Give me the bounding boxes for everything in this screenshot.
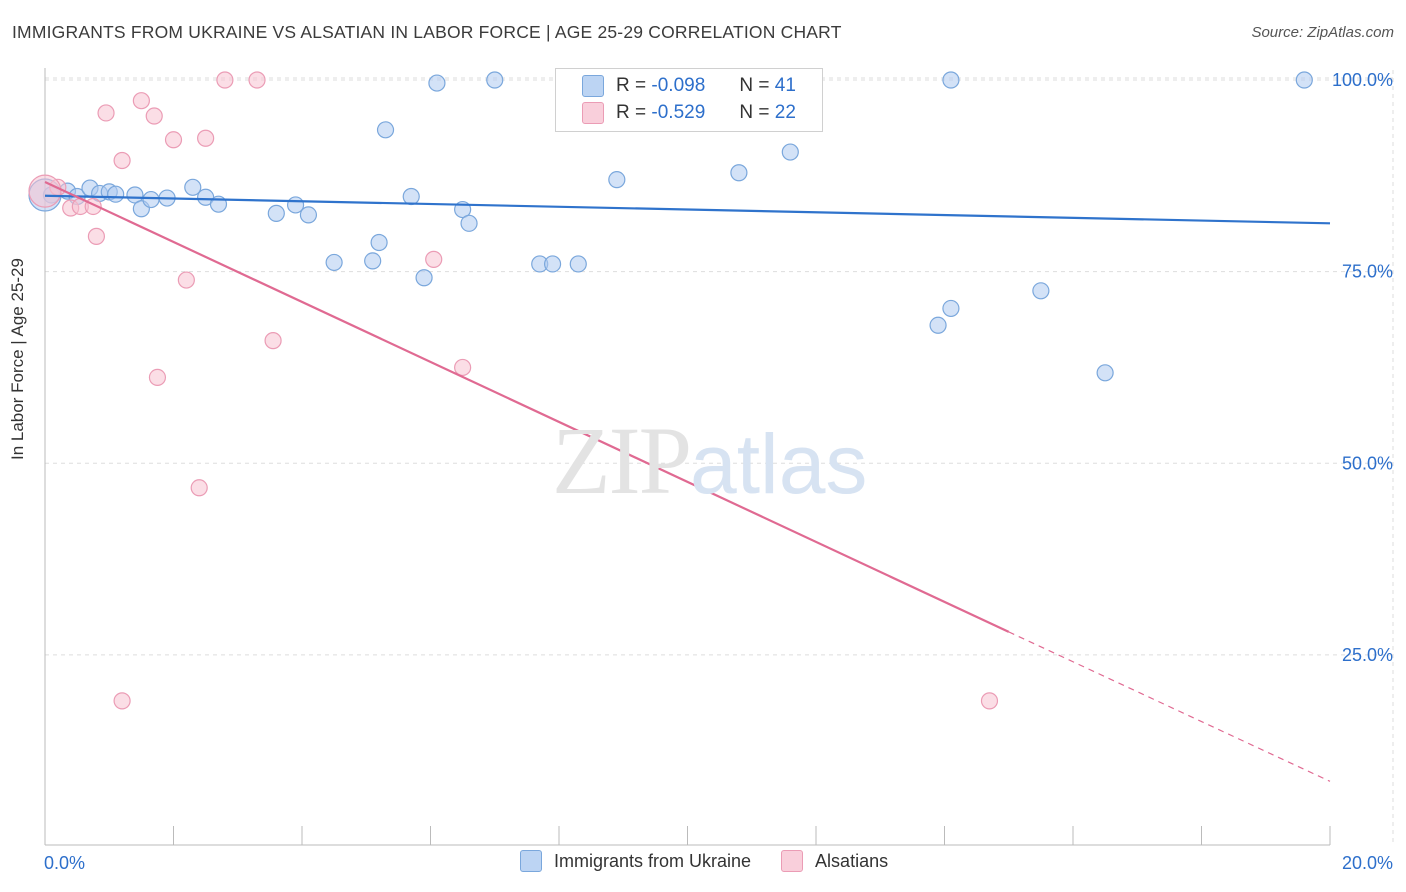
ukraine-point [608, 171, 626, 189]
ukraine-point [1032, 282, 1050, 300]
alsatian-point [454, 358, 472, 377]
ukraine-point [370, 233, 388, 252]
stats-row-ukraine: R = -0.098 N = 41 [582, 73, 796, 99]
legend-swatch-alsatians [781, 850, 804, 872]
ukraine-trend-line [44, 194, 1331, 225]
stats-legend: R = -0.098 N = 41 R = -0.529 N = 22 [555, 68, 823, 132]
alsatian-swatch [582, 102, 604, 124]
legend-item-ukraine[interactable]: Immigrants from Ukraine [520, 850, 751, 872]
ukraine-point [402, 187, 420, 206]
r-label: R = [616, 75, 647, 96]
alsatian-point [197, 129, 215, 147]
ukraine-swatch [582, 75, 604, 97]
alsatian-point [264, 332, 282, 350]
ukraine-point [781, 143, 799, 161]
y-tick-label: 50.0% [1342, 453, 1393, 473]
watermark: ZIPatlas [552, 405, 867, 516]
ukraine-point [1096, 364, 1114, 382]
y-tick-label: 75.0% [1342, 262, 1393, 282]
ukraine-point [929, 316, 947, 334]
ukraine-point [730, 164, 748, 182]
alsatian-trend-line [44, 180, 1010, 633]
alsatian-point [148, 368, 167, 387]
legend-swatch-ukraine [520, 850, 542, 872]
alsatian-point [177, 271, 195, 289]
alsatian-point [113, 151, 131, 170]
legend-label-alsatians: Alsatians [815, 850, 889, 871]
stats-row-alsatian: R = -0.529 N = 22 [582, 100, 796, 126]
series-legend: Immigrants from Ukraine Alsatians [520, 850, 918, 872]
legend-label-ukraine: Immigrants from Ukraine [554, 850, 752, 871]
ukraine-point [107, 185, 125, 203]
r-value-ukraine: -0.098 [651, 75, 706, 96]
source-label: Source: ZipAtlas.com [1251, 24, 1394, 41]
alsatian-trend-line-extension [1008, 631, 1331, 782]
n-label: N = [739, 75, 770, 96]
ukraine-point [942, 299, 960, 318]
r-label: R = [616, 102, 647, 123]
y-tick-label: 100.0% [1332, 70, 1393, 90]
n-label: N = [739, 102, 770, 123]
watermark-zip: ZIP [552, 407, 692, 514]
ukraine-point [569, 255, 587, 273]
ukraine-point [142, 190, 160, 209]
ukraine-point [415, 269, 433, 287]
alsatian-point [164, 131, 183, 149]
ukraine-point [325, 253, 343, 272]
y-axis-label: In Labor Force | Age 25-29 [8, 258, 27, 460]
alsatian-point [425, 250, 443, 268]
ukraine-point [364, 252, 382, 270]
ukraine-point [942, 71, 960, 89]
alsatian-point [216, 71, 234, 89]
alsatian-point [132, 92, 150, 110]
ukraine-point [299, 206, 318, 224]
chart-title: IMMIGRANTS FROM UKRAINE VS ALSATIAN IN L… [12, 22, 842, 42]
n-value-alsatian: 22 [774, 102, 796, 123]
alsatian-point [113, 692, 131, 710]
ukraine-point [267, 204, 285, 222]
ukraine-point [543, 255, 562, 273]
r-value-alsatian: -0.529 [651, 102, 706, 123]
alsatian-point [190, 479, 208, 497]
alsatian-point [980, 692, 999, 710]
ukraine-point [486, 71, 504, 89]
x-tick-label-max: 20.0% [1342, 853, 1393, 873]
alsatian-point [87, 227, 106, 245]
ukraine-point [184, 178, 202, 196]
alsatian-point [97, 104, 115, 122]
x-tick-label-min: 0.0% [44, 853, 85, 873]
ukraine-point [126, 186, 144, 204]
ukraine-point [376, 121, 395, 139]
y-tick-label: 25.0% [1342, 645, 1393, 665]
ukraine-point [460, 214, 478, 232]
ukraine-point [428, 74, 446, 92]
alsatian-point [248, 71, 266, 89]
alsatian-point [145, 107, 163, 125]
n-value-ukraine: 41 [774, 75, 796, 96]
legend-item-alsatians[interactable]: Alsatians [781, 850, 888, 872]
ukraine-point [1295, 71, 1313, 89]
watermark-atlas: atlas [690, 417, 868, 511]
alsatian-point [28, 174, 62, 208]
